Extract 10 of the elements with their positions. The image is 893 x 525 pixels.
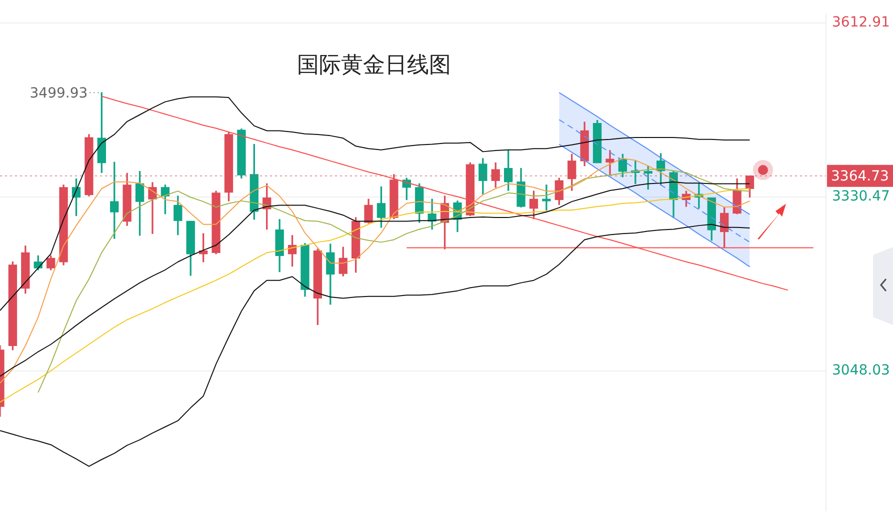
text: 国际黄金日线图 <box>297 52 451 80</box>
y-tick-label: 3612.91 <box>832 14 890 31</box>
candlestick <box>606 150 614 175</box>
ref-line-label: 3364.73 <box>831 168 889 185</box>
line-series <box>558 119 750 243</box>
y-tick-label: 3330.47 <box>832 188 890 205</box>
candlestick <box>148 182 157 234</box>
annotation: 3499.93 <box>30 85 88 102</box>
y-tick-label: 3048.03 <box>832 362 890 378</box>
candlestick <box>542 184 551 210</box>
